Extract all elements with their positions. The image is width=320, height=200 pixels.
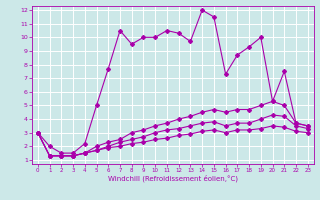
- X-axis label: Windchill (Refroidissement éolien,°C): Windchill (Refroidissement éolien,°C): [108, 175, 238, 182]
